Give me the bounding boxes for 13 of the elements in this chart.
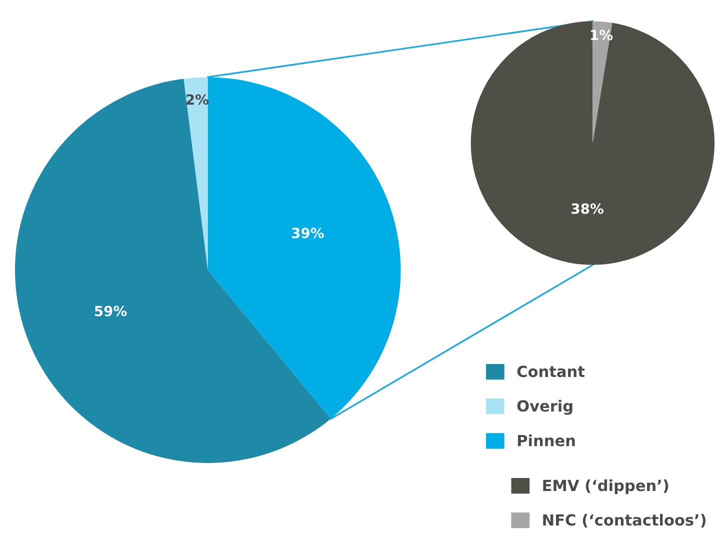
pie-slice xyxy=(15,78,331,464)
data-label: 38% xyxy=(572,203,604,214)
legend-label: Contant xyxy=(517,366,585,378)
pie-slice xyxy=(470,21,715,265)
legend-label: NFC (‘contactloos’) xyxy=(543,514,706,528)
legend-label: EMV (‘dippen’) xyxy=(543,479,668,494)
pie-slice xyxy=(184,77,208,270)
data-label: 39% xyxy=(292,228,324,238)
pie-slice xyxy=(592,21,612,144)
legend-label: Overig xyxy=(517,400,572,415)
pie-slice xyxy=(208,77,401,419)
data-label: 59% xyxy=(94,306,127,316)
legend-label: Pinnen xyxy=(518,434,575,446)
